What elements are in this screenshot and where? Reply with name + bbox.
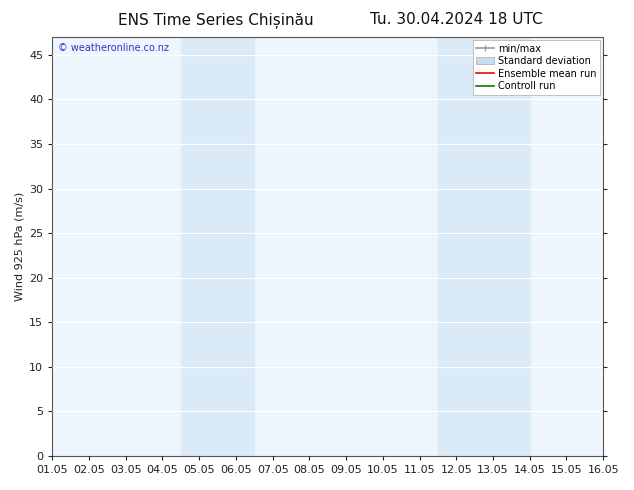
Legend: min/max, Standard deviation, Ensemble mean run, Controll run: min/max, Standard deviation, Ensemble me… (472, 40, 600, 95)
Text: Tu. 30.04.2024 18 UTC: Tu. 30.04.2024 18 UTC (370, 12, 543, 27)
Bar (438, 37, 530, 456)
Y-axis label: Wind 925 hPa (m/s): Wind 925 hPa (m/s) (15, 192, 25, 301)
Bar (181, 37, 254, 456)
Text: ENS Time Series Chișinău: ENS Time Series Chișinău (118, 12, 313, 28)
Text: © weatheronline.co.nz: © weatheronline.co.nz (58, 43, 169, 53)
